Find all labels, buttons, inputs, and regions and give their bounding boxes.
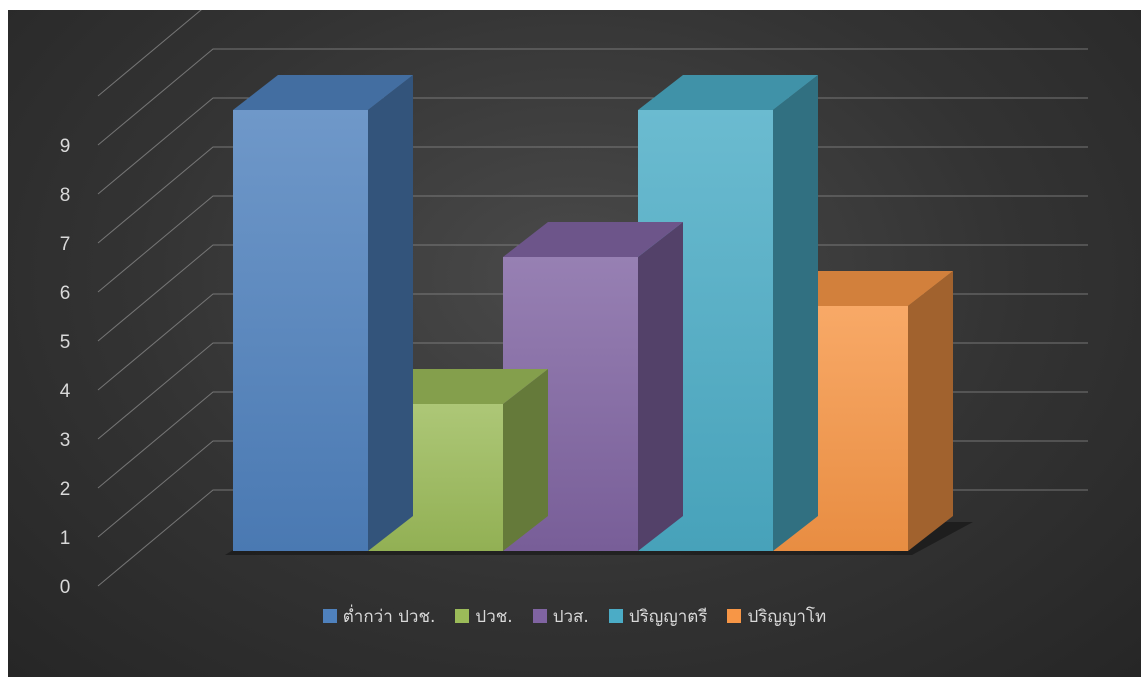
- legend-label: ปริญญาโท: [747, 606, 827, 627]
- legend-label: ปวช.: [475, 606, 513, 627]
- legend-swatch: [532, 609, 547, 623]
- legend: ต่ำกว่า ปวช. ปวช. ปวส. ปริญญาตรี ปริญญาโท: [8, 601, 1141, 631]
- legend-item: ปริญญาตรี: [608, 603, 708, 630]
- bar-side-face: [908, 271, 953, 551]
- legend-swatch: [608, 609, 623, 623]
- bar-top-face: [503, 222, 683, 257]
- gridline: [97, 10, 202, 97]
- legend-swatch: [322, 609, 337, 623]
- y-axis-ticks: 0 1 2 3 4 5 6 7 8 9: [60, 136, 71, 598]
- bar-side-face: [503, 369, 548, 551]
- bar-front-face: [233, 110, 368, 551]
- y-tick-label: 7: [60, 234, 71, 255]
- bar-top-face: [233, 75, 413, 110]
- y-tick-label: 5: [60, 332, 71, 353]
- chart-area: 0 1 2 3 4 5 6 7 8 9 ต่ำกว่า ปวช. ปวช. ปวส. ปริญญาตรี…: [8, 10, 1141, 677]
- y-tick-label: 3: [60, 430, 71, 451]
- y-tick-label: 0: [60, 577, 71, 598]
- legend-item: ปวช.: [455, 603, 513, 630]
- bar-side-face: [638, 222, 683, 551]
- y-tick-label: 8: [60, 185, 71, 206]
- legend-label: ต่ำกว่า ปวช.: [342, 606, 436, 627]
- bar-side-face: [368, 75, 413, 551]
- legend-label: ปวส.: [552, 606, 589, 627]
- bar-chart: 0 1 2 3 4 5 6 7 8 9: [60, 10, 1088, 598]
- legend-swatch: [455, 609, 470, 623]
- legend-item: ต่ำกว่า ปวช.: [322, 603, 436, 630]
- bar-top-face: [638, 75, 818, 110]
- bars: [233, 75, 953, 551]
- legend-swatch: [727, 609, 742, 623]
- y-tick-label: 9: [60, 136, 71, 157]
- y-tick-label: 2: [60, 479, 71, 500]
- y-tick-label: 1: [60, 528, 71, 549]
- bar: [233, 75, 413, 551]
- y-tick-label: 4: [60, 381, 71, 402]
- legend-label: ปริญญาตรี: [628, 606, 708, 627]
- y-tick-label: 6: [60, 283, 71, 304]
- bar: [638, 75, 818, 551]
- legend-item: ปริญญาโท: [727, 603, 826, 630]
- legend-item: ปวส.: [532, 603, 589, 630]
- gridline: [97, 48, 1088, 146]
- gridlines: [97, 10, 1088, 587]
- bar-side-face: [773, 75, 818, 551]
